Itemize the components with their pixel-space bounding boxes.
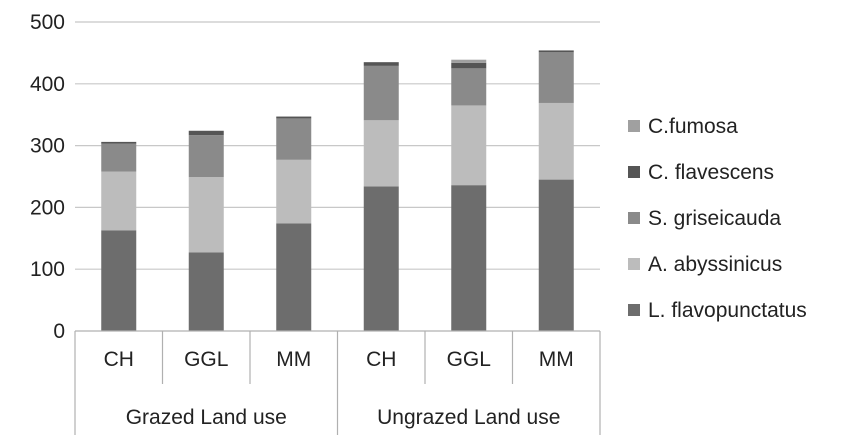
bar-segment-4-0 [451, 185, 487, 331]
bar-segment-2-3 [276, 116, 312, 119]
bar-segment-5-0 [538, 179, 574, 331]
y-tick-label-500: 500 [30, 11, 65, 34]
bar-segment-0-2 [101, 143, 137, 172]
bar-segment-1-1 [188, 177, 224, 253]
legend-label-1: A. abyssinicus [648, 253, 782, 276]
legend-swatch-0 [628, 304, 640, 316]
x-tick-label-5: MM [539, 348, 574, 371]
x-tick-label-4: GGL [447, 348, 491, 371]
legend-swatch-3 [628, 166, 640, 178]
x-tick-label-1: GGL [184, 348, 228, 371]
bar-segment-4-2 [451, 68, 487, 106]
legend-swatch-4 [628, 120, 640, 132]
bar-segment-2-1 [276, 159, 312, 224]
y-tick-label-0: 0 [53, 320, 65, 343]
legend: C.fumosa C. flavescens S. griseicauda A. ab… [628, 115, 807, 322]
legend-swatch-2 [628, 212, 640, 224]
legend-label-0: L. flavopunctatus [648, 299, 807, 322]
bar-segment-0-1 [101, 171, 137, 231]
y-tick-label-400: 400 [30, 73, 65, 96]
bar-segment-1-0 [188, 252, 224, 331]
x-group-label-1: Ungrazed Land use [377, 406, 560, 429]
bar-segment-1-2 [188, 135, 224, 178]
bar-segment-5-3 [538, 50, 574, 53]
legend-label-4: C.fumosa [648, 115, 738, 138]
y-tick-label-100: 100 [30, 258, 65, 281]
axes: 0 100 200 300 400 500 CH GGL MM CH GGL MM Grazed Lan… [30, 11, 601, 435]
bar-segment-2-0 [276, 223, 312, 331]
bar-segment-0-3 [101, 141, 137, 144]
bar-segment-1-3 [188, 130, 224, 136]
bar-segment-3-0 [363, 186, 399, 331]
bar-segment-4-3 [451, 62, 487, 69]
legend-swatch-1 [628, 258, 640, 270]
bar-segment-3-2 [363, 65, 399, 121]
legend-label-2: S. griseicauda [648, 207, 781, 230]
bar-segment-3-1 [363, 120, 399, 187]
x-tick-label-2: MM [276, 348, 311, 371]
bar-segment-0-0 [101, 230, 137, 331]
x-tick-label-0: CH [104, 348, 134, 371]
x-tick-label-3: CH [366, 348, 396, 371]
bar-segment-3-3 [363, 62, 399, 66]
x-group-label-0: Grazed Land use [126, 406, 287, 429]
bar-segment-5-1 [538, 102, 574, 180]
gridlines [75, 21, 600, 270]
bars [101, 50, 574, 331]
bar-segment-4-1 [451, 105, 487, 186]
legend-label-3: C. flavescens [648, 161, 774, 184]
bar-segment-2-2 [276, 118, 312, 160]
bar-segment-5-2 [538, 52, 574, 103]
y-tick-label-300: 300 [30, 135, 65, 158]
y-tick-label-200: 200 [30, 196, 65, 219]
bar-segment-4-4 [451, 59, 487, 63]
